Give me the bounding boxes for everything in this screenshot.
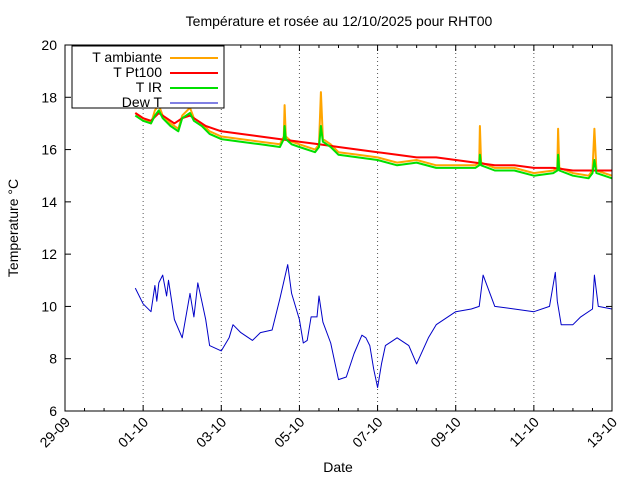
y-tick-label: 18 [41, 89, 57, 105]
x-tick-label: 13-10 [583, 414, 620, 451]
y-tick-label: 20 [41, 37, 57, 53]
x-tick-label: 11-10 [506, 414, 542, 450]
y-axis: 6 8 10 12 14 16 18 20 [41, 37, 612, 419]
legend-box [71, 45, 225, 109]
y-tick-label: 8 [49, 351, 57, 367]
chart-title: Température et rosée au 12/10/2025 pour … [186, 13, 493, 29]
series-line-dew-t [134, 264, 613, 388]
legend-label: Dew T [122, 94, 163, 110]
y-tick-label: 6 [49, 403, 57, 419]
y-tick-label: 14 [41, 194, 57, 210]
y-tick-label: 10 [41, 298, 57, 314]
y-tick-label: 16 [41, 142, 57, 158]
legend-label: T IR [136, 79, 162, 95]
x-tick-label: 03-10 [193, 414, 230, 451]
y-tick-label: 12 [41, 246, 57, 262]
series-layer [134, 91, 613, 388]
series-line-t-pt100 [134, 112, 612, 172]
y-axis-title: Temperature °C [5, 179, 21, 277]
x-tick-label: 05-10 [271, 414, 308, 451]
legend-label: T Pt100 [113, 64, 162, 80]
x-tick-label: 01-10 [115, 414, 152, 451]
x-tick-label: 29-09 [36, 414, 73, 451]
x-axis-title: Date [323, 459, 353, 475]
x-tick-label: 09-10 [427, 414, 464, 451]
series-line-t-ir [134, 109, 613, 180]
legend-label: T ambiante [92, 49, 162, 65]
x-tick-label: 07-10 [349, 414, 386, 451]
